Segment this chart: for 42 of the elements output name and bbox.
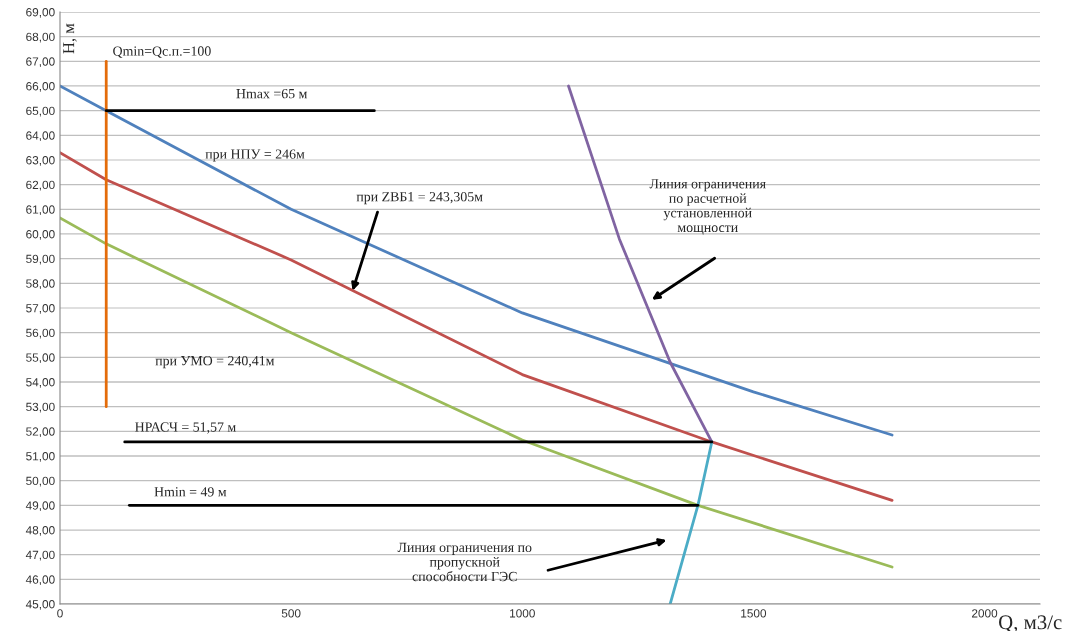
y-tick-label: 69,00 [26, 8, 55, 18]
y-tick-label: 53,00 [26, 402, 55, 413]
y-tick-label: 60,00 [26, 230, 55, 240]
x-tick-label: 1000 [510, 609, 535, 618]
annotation: при УМО = 240,41м [155, 355, 275, 369]
y-tick-label: 59,00 [26, 254, 55, 265]
y-tick-label: 47,00 [25, 550, 55, 561]
annotation: Линия ограничения по пропускной способности ГЭС [397, 542, 532, 582]
annotation: при ZВБ1 = 243,305м [356, 191, 483, 205]
y-tick-label: 49,00 [25, 501, 55, 512]
y-tick-label: 65,00 [26, 106, 55, 117]
y-tick-label: 68,00 [26, 32, 55, 43]
line-series [60, 151, 894, 502]
x-tick-label: 0 [57, 609, 63, 618]
annotation: HРАСЧ = 51,57 м [135, 422, 236, 434]
y-tick-label: 62,00 [26, 180, 55, 191]
y-tick-label: 55,00 [26, 353, 55, 364]
y-tick-label: 61,00 [26, 205, 55, 216]
annotation: Hmax =65 м [236, 89, 308, 99]
y-tick-label: 46,00 [25, 575, 55, 586]
y-tick-label: 66,00 [26, 82, 55, 92]
annotation: Линия ограничения по расчетной установленной мощности [649, 179, 766, 235]
y-tick-label: 54,00 [26, 378, 55, 388]
line-series [60, 84, 894, 437]
annotation: при НПУ = 246м [205, 149, 305, 162]
x-tick-label: 500 [281, 609, 301, 618]
annotation: Qmin=Qс.п.=100 [113, 46, 211, 58]
y-axis-title: H, м [63, 23, 77, 54]
y-tick-label: 50,00 [26, 476, 55, 487]
x-tick-label: 2000 [971, 609, 998, 618]
y-tick-label: 67,00 [26, 57, 55, 68]
y-tick-label: 57,00 [26, 304, 55, 314]
y-tick-label: 51,00 [26, 452, 55, 462]
y-tick-label: 52,00 [26, 427, 55, 438]
x-tick-label: 1500 [741, 609, 767, 618]
y-tick-label: 58,00 [26, 279, 55, 290]
y-tick-label: 64,00 [26, 131, 55, 142]
y-tick-label: 63,00 [26, 156, 55, 166]
annotation: Hmin = 49 м [154, 487, 227, 497]
y-tick-label: 48,00 [25, 526, 55, 536]
y-tick-label: 45,00 [25, 600, 55, 610]
y-tick-label: 56,00 [26, 328, 55, 339]
